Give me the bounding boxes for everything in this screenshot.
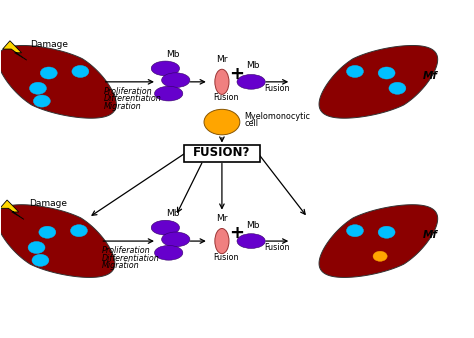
Text: Mb: Mb xyxy=(166,50,179,59)
Text: Fusion: Fusion xyxy=(264,243,290,252)
Circle shape xyxy=(204,109,240,135)
Circle shape xyxy=(39,226,56,238)
Text: Damage: Damage xyxy=(29,199,67,208)
Text: Mb: Mb xyxy=(246,62,260,70)
Text: Damage: Damage xyxy=(31,40,69,49)
Ellipse shape xyxy=(215,69,229,94)
Text: Myelomonocytic: Myelomonocytic xyxy=(245,113,310,121)
Text: Migration: Migration xyxy=(104,102,142,111)
Circle shape xyxy=(40,67,57,79)
Ellipse shape xyxy=(155,245,183,260)
Text: Mf: Mf xyxy=(423,231,438,240)
Circle shape xyxy=(389,82,406,94)
Text: Mb: Mb xyxy=(246,221,260,230)
Ellipse shape xyxy=(162,232,190,247)
Circle shape xyxy=(71,225,87,237)
Circle shape xyxy=(378,67,395,79)
Text: FUSION?: FUSION? xyxy=(193,146,251,160)
Text: Fusion: Fusion xyxy=(213,252,239,262)
Circle shape xyxy=(346,225,364,237)
Text: Mf: Mf xyxy=(423,71,438,81)
Polygon shape xyxy=(0,200,24,219)
Ellipse shape xyxy=(162,73,190,88)
Circle shape xyxy=(72,66,89,77)
Ellipse shape xyxy=(151,61,180,76)
Circle shape xyxy=(346,66,364,77)
Circle shape xyxy=(378,226,395,238)
Circle shape xyxy=(32,254,49,266)
Polygon shape xyxy=(319,205,438,277)
Ellipse shape xyxy=(155,86,183,101)
Text: Differentiation: Differentiation xyxy=(102,254,160,263)
Ellipse shape xyxy=(237,234,265,248)
Circle shape xyxy=(373,251,387,261)
Ellipse shape xyxy=(215,228,229,254)
Circle shape xyxy=(28,241,45,254)
Polygon shape xyxy=(0,46,116,118)
Text: +: + xyxy=(229,224,245,242)
Polygon shape xyxy=(3,41,27,60)
FancyBboxPatch shape xyxy=(184,145,260,162)
Ellipse shape xyxy=(237,74,265,89)
Text: cell: cell xyxy=(245,119,258,128)
Text: Proliferation: Proliferation xyxy=(104,87,153,96)
Text: +: + xyxy=(229,65,245,83)
Text: Mb: Mb xyxy=(166,209,179,218)
Circle shape xyxy=(29,82,46,94)
Polygon shape xyxy=(319,46,438,118)
Text: Fusion: Fusion xyxy=(264,84,290,93)
Text: Migration: Migration xyxy=(102,261,140,270)
Text: Differentiation: Differentiation xyxy=(104,94,162,103)
Text: Fusion: Fusion xyxy=(213,93,239,102)
Text: Mr: Mr xyxy=(216,214,228,223)
Ellipse shape xyxy=(151,220,180,235)
Polygon shape xyxy=(0,205,115,277)
Text: Mr: Mr xyxy=(216,55,228,64)
Text: Proliferation: Proliferation xyxy=(102,246,151,255)
Circle shape xyxy=(33,95,50,107)
